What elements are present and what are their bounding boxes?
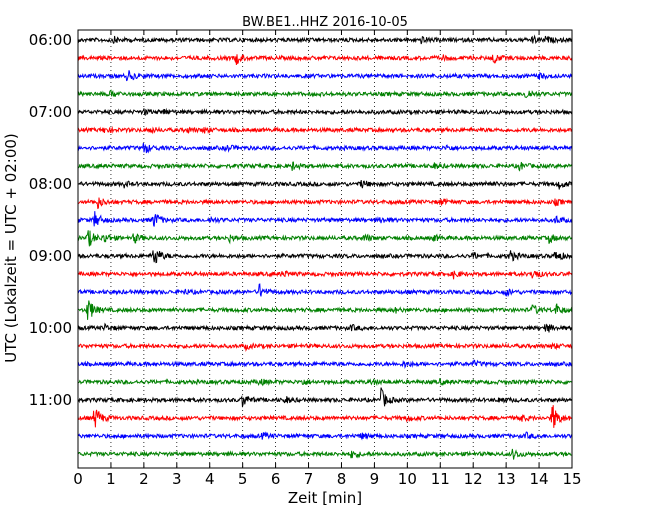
chart-title: BW.BE1..HHZ 2016-10-05 (242, 15, 408, 30)
trace-13 (77, 269, 573, 280)
x-tick-label-9: 9 (370, 470, 380, 488)
trace-1 (77, 54, 573, 66)
plot-frame (77, 29, 573, 469)
x-tick-label-15: 15 (562, 470, 581, 488)
x-tick-label-5: 5 (238, 470, 248, 488)
x-axis-ticks: 0 1 2 3 4 5 6 7 8 9 10 11 12 13 14 15 (73, 30, 582, 488)
trace-4 (77, 107, 573, 116)
trace-3 (77, 89, 573, 99)
trace-23 (77, 448, 573, 460)
y-tick-label-0: 06:00 (29, 31, 72, 49)
vertical-grid (110, 30, 540, 468)
trace-19 (77, 377, 573, 387)
trace-22 (78, 431, 573, 441)
y-tick-label-2: 08:00 (29, 175, 72, 193)
x-tick-label-6: 6 (271, 470, 281, 488)
trace-17 (77, 341, 573, 353)
y-axis-ticks: 06:00 07:00 08:00 09:00 10:00 11:00 (29, 31, 572, 409)
y-axis-label: UTC (Lokalzeit = UTC + 02:00) (2, 133, 20, 363)
x-axis-label: Zeit [min] (288, 489, 362, 507)
trace-6 (77, 142, 573, 154)
trace-group (77, 34, 573, 460)
x-tick-label-7: 7 (304, 470, 314, 488)
trace-18 (77, 359, 573, 369)
x-tick-label-2: 2 (139, 470, 149, 488)
trace-12 (77, 250, 573, 264)
trace-20 (77, 387, 573, 408)
x-tick-label-14: 14 (530, 470, 549, 488)
trace-9 (77, 197, 573, 210)
y-tick-label-3: 09:00 (29, 247, 72, 265)
trace-2 (77, 70, 573, 82)
y-tick-label-4: 10:00 (29, 319, 72, 337)
x-tick-label-8: 8 (337, 470, 347, 488)
trace-15 (77, 300, 573, 320)
trace-21 (77, 405, 573, 428)
trace-5 (77, 125, 573, 135)
y-tick-label-5: 11:00 (29, 391, 72, 409)
x-tick-label-3: 3 (172, 470, 182, 488)
trace-10 (77, 211, 573, 227)
x-tick-label-10: 10 (398, 470, 417, 488)
x-tick-label-0: 0 (73, 470, 83, 488)
trace-0 (77, 34, 573, 45)
trace-8 (77, 179, 573, 190)
x-tick-label-1: 1 (106, 470, 116, 488)
trace-14 (77, 283, 573, 298)
x-tick-label-11: 11 (431, 470, 450, 488)
trace-11 (77, 230, 573, 247)
trace-7 (77, 161, 573, 172)
y-tick-label-1: 07:00 (29, 103, 72, 121)
x-tick-label-12: 12 (464, 470, 483, 488)
trace-16 (77, 322, 573, 333)
x-tick-label-4: 4 (205, 470, 215, 488)
x-tick-label-13: 13 (497, 470, 516, 488)
